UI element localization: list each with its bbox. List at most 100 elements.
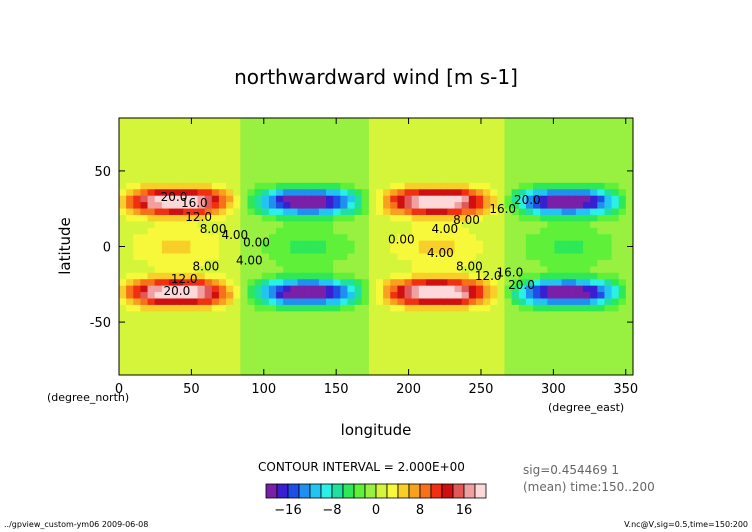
heatmap-cell xyxy=(618,220,627,228)
heatmap-cell xyxy=(147,240,156,248)
heatmap-cell xyxy=(176,342,184,350)
contour-label: 4.00 xyxy=(431,222,458,236)
heatmap-cell xyxy=(233,240,241,248)
heatmap-cell xyxy=(625,143,633,151)
heatmap-cell xyxy=(383,272,391,280)
heatmap-cell xyxy=(547,304,556,312)
heatmap-cell xyxy=(497,252,506,260)
heatmap-cell xyxy=(611,342,620,350)
heatmap-cell xyxy=(497,323,506,331)
heatmap-cell xyxy=(226,349,234,357)
heatmap-cell xyxy=(554,150,563,158)
heatmap-cell xyxy=(154,259,163,267)
heatmap-cell xyxy=(590,362,598,370)
heatmap-cell xyxy=(490,304,498,312)
heatmap-cell xyxy=(218,291,227,299)
heatmap-cell xyxy=(176,220,184,228)
heatmap-cell xyxy=(383,156,391,164)
heatmap-cell xyxy=(226,336,234,344)
heatmap-cell xyxy=(311,118,320,126)
heatmap-cell xyxy=(490,130,498,138)
heatmap-cell xyxy=(126,240,134,248)
heatmap-cell xyxy=(540,252,548,260)
heatmap-cell xyxy=(597,233,606,241)
heatmap-cell xyxy=(168,304,177,312)
heatmap-cell xyxy=(425,265,434,273)
heatmap-cell xyxy=(211,246,220,254)
heatmap-cell xyxy=(211,214,220,222)
heatmap-cell xyxy=(590,252,598,260)
heatmap-cell xyxy=(311,336,320,344)
heatmap-cell xyxy=(304,169,313,177)
heatmap-cell xyxy=(533,278,541,286)
heatmap-cell xyxy=(475,349,484,357)
heatmap-cell xyxy=(447,175,456,183)
heatmap-cell xyxy=(261,130,270,138)
heatmap-cell xyxy=(425,175,434,183)
heatmap-cell xyxy=(190,240,199,248)
heatmap-cell xyxy=(133,362,142,370)
heatmap-cell xyxy=(533,233,541,241)
heatmap-cell xyxy=(554,278,563,286)
heatmap-cell xyxy=(418,323,427,331)
heatmap-cell xyxy=(333,240,341,248)
heatmap-cell xyxy=(126,150,134,158)
heatmap-cell xyxy=(425,130,434,138)
heatmap-cell xyxy=(483,310,491,318)
heatmap-cell xyxy=(168,252,177,260)
heatmap-cell xyxy=(290,240,299,248)
heatmap-cell xyxy=(483,317,491,325)
heatmap-cell xyxy=(119,291,127,299)
heatmap-cell xyxy=(604,195,613,203)
heatmap-cell xyxy=(318,297,327,305)
heatmap-cell xyxy=(411,214,420,222)
heatmap-cell xyxy=(590,130,598,138)
heatmap-cell xyxy=(133,227,142,235)
heatmap-cell xyxy=(447,124,456,132)
heatmap-cell xyxy=(561,336,570,344)
heatmap-cell xyxy=(390,323,399,331)
heatmap-cell xyxy=(597,297,606,305)
heatmap-cell xyxy=(411,227,420,235)
heatmap-cell xyxy=(354,310,363,318)
heatmap-cell xyxy=(261,304,270,312)
heatmap-cell xyxy=(311,349,320,357)
heatmap-cell xyxy=(554,355,563,363)
heatmap-cell xyxy=(168,349,177,357)
heatmap-cell xyxy=(119,278,127,286)
heatmap-cell xyxy=(318,220,327,228)
heatmap-cell xyxy=(140,355,149,363)
heatmap-cell xyxy=(604,336,613,344)
heatmap-cell xyxy=(583,169,591,177)
heatmap-cell xyxy=(540,330,548,338)
heatmap-cell xyxy=(133,342,142,350)
heatmap-cell xyxy=(618,214,627,222)
heatmap-cell xyxy=(583,201,591,209)
heatmap-cell xyxy=(297,310,306,318)
heatmap-cell xyxy=(554,336,563,344)
heatmap-cell xyxy=(311,143,320,151)
heatmap-cell xyxy=(190,349,199,357)
heatmap-cell xyxy=(226,195,234,203)
heatmap-cell xyxy=(333,175,341,183)
y-axis-label: latitude xyxy=(56,217,74,275)
heatmap-cell xyxy=(361,195,370,203)
heatmap-cell xyxy=(347,162,356,170)
heatmap-cell xyxy=(240,342,249,350)
colorbar-tick-label: −8 xyxy=(322,503,341,518)
heatmap-cell xyxy=(311,137,320,145)
heatmap-cell xyxy=(119,220,127,228)
heatmap-cell xyxy=(218,214,227,222)
heatmap-cell xyxy=(218,323,227,331)
heatmap-cell xyxy=(540,297,548,305)
heatmap-cell xyxy=(376,368,384,375)
heatmap-cell xyxy=(525,207,534,215)
heatmap-cell xyxy=(276,227,284,235)
heatmap-cell xyxy=(568,175,577,183)
heatmap-cell xyxy=(440,259,448,267)
heatmap-cell xyxy=(533,156,541,164)
heatmap-cell xyxy=(418,220,427,228)
heatmap-cell xyxy=(297,368,306,375)
heatmap-cell xyxy=(161,297,170,305)
heatmap-cell xyxy=(625,362,633,370)
